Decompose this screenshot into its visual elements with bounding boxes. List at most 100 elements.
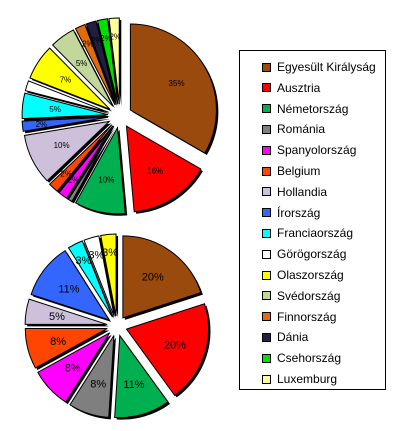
legend-item: Írország <box>240 204 320 222</box>
legend-item: Csehország <box>240 349 341 367</box>
pie-slice-label: 35% <box>169 79 185 88</box>
legend-label: Olaszország <box>277 268 344 282</box>
pie-slice <box>69 335 115 418</box>
legend-swatch <box>262 249 271 259</box>
legend-label: Luxemburg <box>277 372 338 386</box>
legend-label: Belgium <box>277 164 321 178</box>
pie-slice-label: 2% <box>82 39 94 48</box>
legend-swatch <box>262 312 271 322</box>
pie-slice <box>125 125 202 213</box>
legend-label: Finnország <box>277 309 337 324</box>
pie-slice <box>29 47 111 110</box>
pie-slice-label: 8% <box>90 379 106 391</box>
legend-label: Svédország <box>277 288 341 303</box>
legend-label: Írország <box>277 205 321 220</box>
chart-legend: Egyesült Királyság Ausztria Németország Rom… <box>239 50 386 390</box>
legend-item: Belgium <box>240 162 320 180</box>
pie-slice <box>74 126 126 215</box>
pie-slice <box>125 303 209 397</box>
legend-label: Görögország <box>277 247 347 262</box>
pie-slice-label: 7% <box>60 76 72 85</box>
legend-swatch <box>262 270 271 280</box>
legend-swatch <box>262 374 271 384</box>
legend-label: Spanyolország <box>277 143 357 158</box>
pie-chart-bottom: 20%20%11%8%8%8%5%11%3%3%3% <box>24 233 211 420</box>
pie-slice <box>24 327 108 369</box>
legend-swatch <box>262 353 271 363</box>
legend-label: Egyesült Királyság <box>277 60 376 74</box>
legend-label: Dánia <box>277 330 309 345</box>
pie-slice-label: 20% <box>164 339 186 351</box>
legend-label: Németország <box>277 101 349 116</box>
pie-slice-label: 10% <box>54 141 70 150</box>
legend-swatch <box>262 208 271 218</box>
legend-label: Franciaország <box>277 226 354 241</box>
pie-slice-label: 8% <box>50 336 66 348</box>
pie-slice-label: 2% <box>109 33 121 42</box>
pie-chart-top: 35%16%10%2%2%10%2%5%7%5%2%2%2%2% <box>21 17 219 216</box>
legend-item: Svédország <box>240 287 340 305</box>
legend-label: Ausztria <box>277 80 321 95</box>
pie-slice-label: 16% <box>147 167 163 176</box>
legend-swatch <box>262 166 271 176</box>
legend-item: Románia <box>240 120 325 138</box>
pie-slice-label: 5% <box>76 59 88 68</box>
pie-slice <box>24 298 108 325</box>
pie-slice <box>51 29 114 107</box>
pie-slice-label: 2% <box>68 176 80 185</box>
pie-slice-label: 11% <box>58 283 79 295</box>
pie-slice <box>48 124 113 192</box>
pie-slice <box>114 334 169 419</box>
legend-item: Spanyolország <box>240 141 356 159</box>
pie-slice <box>23 120 111 182</box>
pie-slice <box>85 20 117 105</box>
pie-slice <box>24 80 109 113</box>
pie-slice-label: 3% <box>102 247 118 259</box>
legend-swatch <box>262 332 271 342</box>
pie-slice <box>129 23 217 154</box>
legend-item: Görögország <box>240 245 346 263</box>
legend-swatch <box>262 104 271 114</box>
pie-slice-label: 20% <box>142 271 164 283</box>
legend-item: Olaszország <box>240 266 344 284</box>
pie-slice <box>30 249 111 321</box>
pie-slice-label: 2% <box>36 120 48 129</box>
legend-swatch <box>262 187 271 197</box>
pie-slice-label: 3% <box>88 250 104 262</box>
pie-slice <box>37 332 111 403</box>
legend-item: Németország <box>240 100 348 118</box>
pie-slice-label: 2% <box>91 36 103 45</box>
pie-slice <box>83 235 115 317</box>
pie-slice <box>96 18 119 105</box>
legend-item: Egyesült Királyság <box>240 58 376 76</box>
legend-item: Dánia <box>240 328 308 346</box>
legend-swatch <box>262 228 271 238</box>
pie-slice <box>108 17 120 105</box>
pie-slice-label: 5% <box>49 105 61 114</box>
legend-item: Luxemburg <box>240 370 337 388</box>
legend-swatch <box>262 62 271 72</box>
pie-slice-label: 3% <box>75 255 91 267</box>
pie-slice-label: 11% <box>123 379 144 391</box>
pie-slice <box>122 235 202 319</box>
pie-slice <box>21 116 109 132</box>
legend-label: Hollandia <box>277 184 328 199</box>
legend-item: Ausztria <box>240 79 320 97</box>
pie-slice <box>21 92 109 120</box>
legend-swatch <box>262 124 271 134</box>
pie-slice-label: 2% <box>60 170 72 179</box>
pie-slice-label: 2% <box>100 34 112 43</box>
legend-item: Finnország <box>240 308 336 326</box>
pie-slice-label: 5% <box>49 311 65 323</box>
legend-swatch <box>262 83 271 93</box>
legend-item: Franciaország <box>240 224 353 242</box>
legend-label: Románia <box>277 122 326 137</box>
legend-item: Hollandia <box>240 183 327 201</box>
legend-swatch <box>262 145 271 155</box>
pie-slice-label: 8% <box>65 362 81 374</box>
legend-swatch <box>262 291 271 301</box>
pie-slice <box>67 240 113 318</box>
pie-slice-label: 10% <box>98 176 114 185</box>
legend-label: Csehország <box>277 351 342 366</box>
